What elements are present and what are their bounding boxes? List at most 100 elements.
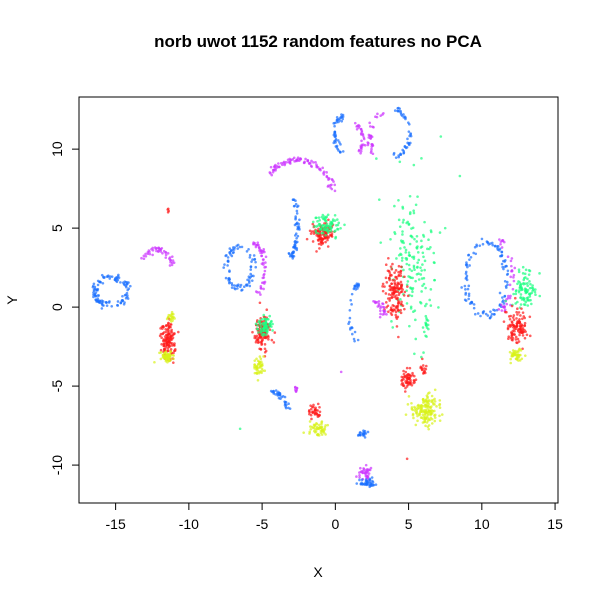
data-point	[394, 156, 398, 159]
data-point	[254, 245, 258, 249]
data-point	[274, 163, 277, 167]
data-point	[407, 121, 410, 124]
data-point	[409, 307, 413, 310]
data-point	[348, 316, 352, 320]
data-point	[420, 416, 424, 420]
data-point	[368, 477, 372, 481]
data-point	[248, 284, 252, 288]
data-point	[166, 252, 170, 255]
data-point	[510, 354, 514, 358]
data-point	[235, 284, 238, 288]
data-point	[412, 374, 416, 378]
data-point	[384, 263, 388, 267]
data-point	[262, 327, 265, 330]
data-point	[255, 357, 258, 361]
data-point	[412, 379, 416, 382]
data-point	[503, 279, 507, 283]
data-point	[412, 416, 415, 420]
data-point	[419, 366, 422, 370]
data-point	[430, 409, 434, 412]
data-point	[516, 341, 519, 345]
data-point	[432, 251, 436, 255]
data-point	[433, 388, 437, 392]
data-point	[435, 405, 438, 408]
data-point	[505, 302, 509, 306]
data-point	[125, 283, 129, 286]
data-point	[359, 149, 363, 153]
data-point	[520, 307, 523, 310]
data-point	[168, 340, 171, 344]
data-point	[322, 228, 325, 232]
data-point	[470, 300, 474, 304]
data-point	[521, 265, 525, 269]
data-point	[518, 333, 521, 337]
data-point	[284, 400, 288, 404]
data-point	[283, 403, 287, 407]
data-point	[166, 208, 169, 211]
data-point	[420, 239, 423, 243]
data-point	[466, 287, 470, 291]
data-point	[174, 348, 177, 351]
data-point	[525, 333, 529, 337]
data-point	[414, 423, 418, 427]
data-point	[173, 342, 176, 345]
data-point	[443, 226, 447, 230]
data-point	[256, 378, 260, 382]
data-point	[423, 268, 426, 272]
data-point	[108, 277, 112, 280]
data-point	[399, 308, 402, 312]
data-point	[322, 217, 325, 221]
data-points	[91, 106, 542, 489]
data-point	[317, 423, 321, 427]
data-point	[294, 202, 298, 206]
data-point	[127, 287, 131, 291]
data-point	[364, 470, 367, 474]
data-point	[430, 394, 434, 398]
data-point	[238, 427, 242, 431]
data-point	[404, 413, 408, 416]
data-point	[249, 268, 253, 271]
data-point	[324, 240, 327, 244]
data-point	[416, 195, 419, 198]
data-point	[319, 431, 323, 435]
data-point	[400, 283, 404, 286]
data-point	[364, 432, 368, 435]
data-point	[92, 291, 95, 294]
data-point	[268, 171, 272, 174]
data-point	[253, 363, 256, 367]
data-point	[320, 231, 324, 235]
data-point	[399, 286, 403, 290]
data-point	[531, 286, 535, 290]
data-point	[422, 255, 425, 259]
data-point	[387, 293, 391, 296]
data-point	[399, 247, 402, 250]
data-point	[516, 282, 519, 286]
data-point	[394, 269, 398, 272]
data-point	[366, 480, 369, 484]
data-point	[353, 121, 357, 125]
data-point	[339, 226, 342, 230]
data-point	[159, 327, 162, 330]
data-point	[315, 216, 318, 220]
data-point	[525, 290, 529, 294]
data-point	[291, 158, 295, 161]
data-point	[395, 297, 399, 300]
data-point	[160, 246, 164, 250]
data-point	[355, 127, 359, 131]
data-point	[113, 278, 117, 282]
data-point	[395, 277, 399, 280]
data-point	[333, 183, 337, 187]
data-point	[357, 148, 361, 152]
data-point	[263, 269, 267, 273]
data-point	[514, 292, 518, 296]
data-point	[321, 224, 325, 227]
data-point	[169, 261, 172, 264]
data-point	[172, 351, 175, 355]
data-point	[519, 327, 523, 330]
data-point	[258, 333, 261, 336]
data-point	[284, 160, 288, 164]
data-point	[370, 149, 373, 153]
data-point	[393, 295, 397, 299]
data-point	[404, 116, 407, 119]
data-point	[392, 304, 396, 308]
